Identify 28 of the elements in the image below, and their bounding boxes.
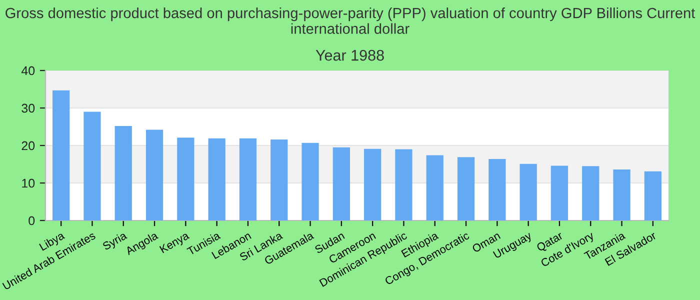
bar xyxy=(582,166,600,220)
x-tick-label: Syria xyxy=(102,230,129,252)
bar xyxy=(644,171,662,220)
bar xyxy=(208,138,226,220)
bar xyxy=(488,159,506,220)
bar xyxy=(426,155,444,220)
bar xyxy=(520,164,537,220)
bar xyxy=(177,138,194,220)
bar xyxy=(364,148,382,220)
bar xyxy=(302,142,319,220)
chart-title: Gross domestic product based on purchasing-power-parity (PPP) valuation of country GDP Billions Current international dollar xyxy=(6,8,696,34)
chart-subtitle: Year 1988 xyxy=(316,50,384,61)
bar xyxy=(332,147,350,220)
bar xyxy=(84,112,101,220)
bar xyxy=(146,130,164,220)
bar xyxy=(114,126,132,220)
bar xyxy=(239,138,257,220)
bar xyxy=(270,140,288,220)
y-tick-label: 30 xyxy=(22,104,35,113)
y-tick-label: 0 xyxy=(28,216,35,226)
y-tick-label: 10 xyxy=(22,178,35,188)
bar xyxy=(52,90,70,220)
y-tick-label: 20 xyxy=(22,141,35,150)
y-tick-label: 40 xyxy=(21,66,35,76)
bar xyxy=(395,149,412,220)
bar xyxy=(613,170,630,220)
bar xyxy=(550,166,568,220)
bar xyxy=(457,157,475,220)
